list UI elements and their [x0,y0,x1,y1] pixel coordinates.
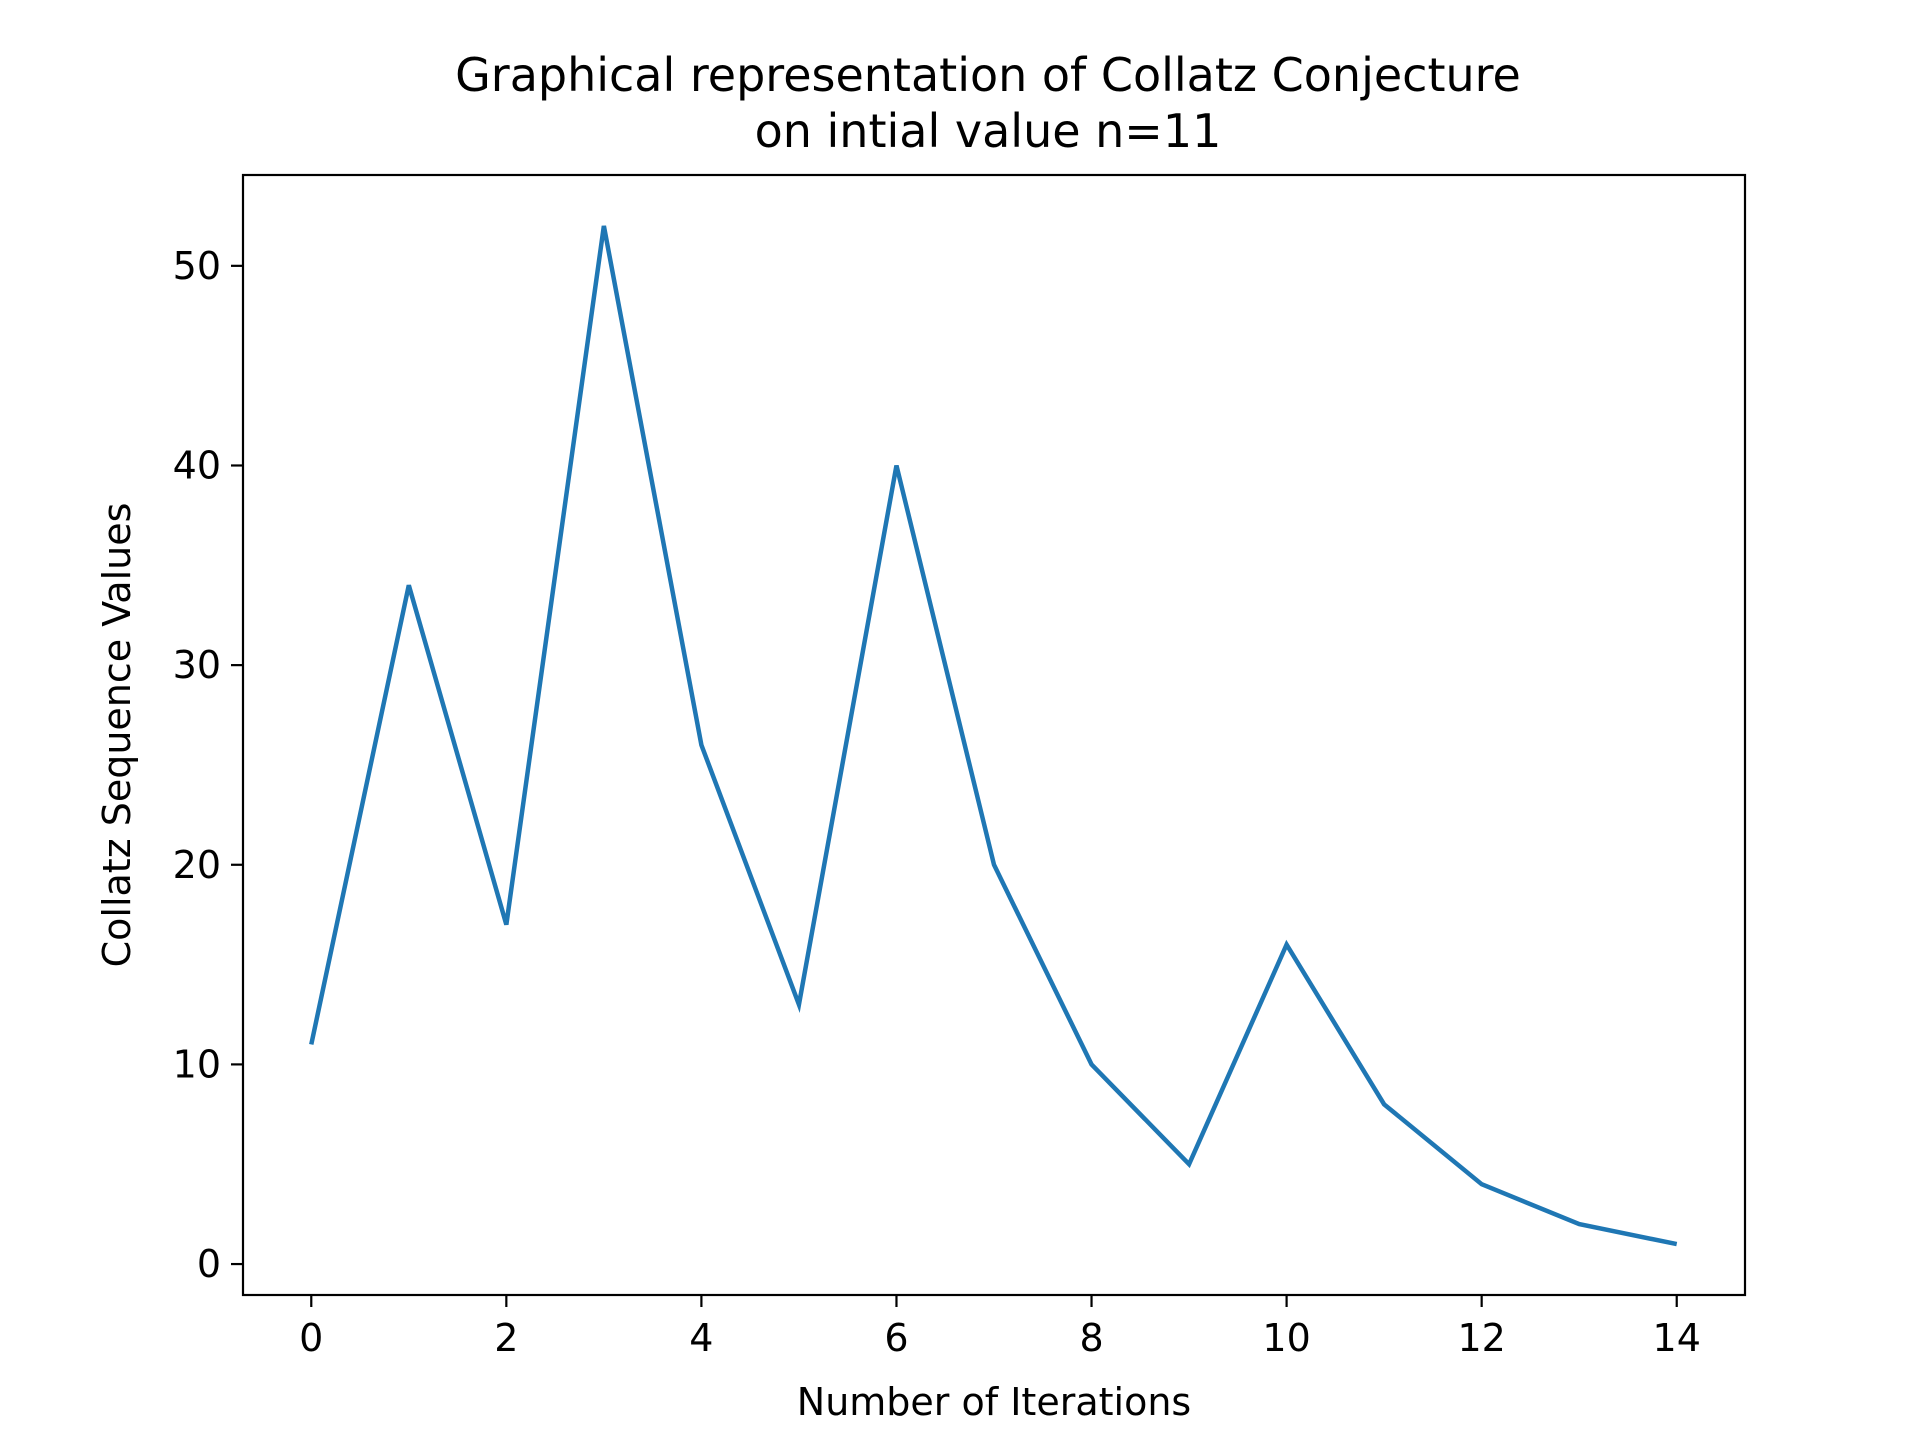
y-tick-label: 10 [173,1042,221,1086]
y-tick-label: 0 [197,1242,221,1286]
x-tick-label: 8 [1079,1316,1103,1360]
y-axis-ticks: 0 10 20 30 40 50 [173,244,243,1286]
x-tick-label: 2 [494,1316,518,1360]
series-layer [309,225,1678,1247]
series-line-0 [309,225,1678,1247]
x-axis-ticks: 0 2 4 6 8 10 12 14 [299,1295,1701,1360]
x-tick-label: 4 [689,1316,713,1360]
y-tick-label: 30 [173,643,221,687]
x-tick-label: 0 [299,1316,323,1360]
y-axis-label: Collatz Sequence Values [95,503,139,968]
x-tick-label: 12 [1457,1316,1505,1360]
x-tick-label: 6 [884,1316,908,1360]
y-tick-label: 20 [173,843,221,887]
y-tick-label: 40 [173,443,221,487]
y-tick-label: 50 [173,244,221,288]
x-tick-label: 14 [1653,1316,1701,1360]
x-tick-label: 10 [1262,1316,1310,1360]
chart-subtitle: on intial value n=11 [755,104,1222,158]
x-axis-label: Number of Iterations [797,1380,1191,1424]
plot-frame [241,173,1747,1297]
chart-title: Graphical representation of Collatz Conj… [455,48,1521,102]
